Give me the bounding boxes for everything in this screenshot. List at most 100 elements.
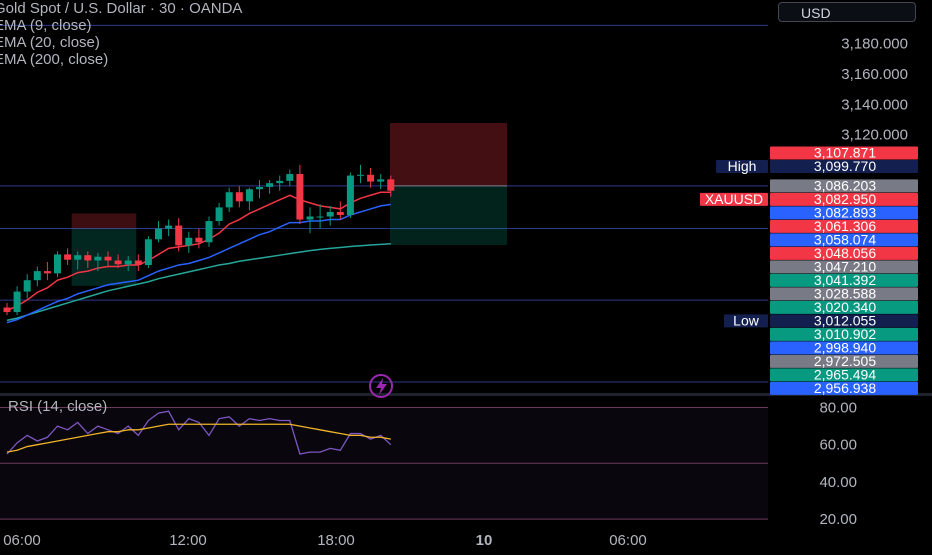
indicator-ema200[interactable]: EMA (200, close) xyxy=(0,51,109,68)
rsi-ma-line[interactable] xyxy=(6,423,391,453)
price-label[interactable]: 3,107.871 xyxy=(770,144,918,160)
candle[interactable] xyxy=(64,248,72,266)
price-label-bg xyxy=(770,314,918,328)
ema20-line[interactable] xyxy=(6,203,391,324)
price-label[interactable]: 3,012.055 Low xyxy=(724,312,918,328)
candle[interactable] xyxy=(276,175,284,191)
price-label-bg xyxy=(770,327,918,341)
candle[interactable] xyxy=(205,216,213,247)
candle[interactable] xyxy=(357,164,364,184)
rsi-line[interactable] xyxy=(6,410,392,455)
price-label-bg xyxy=(770,146,918,160)
candle[interactable] xyxy=(134,254,142,272)
price-label[interactable]: 3,061.306 xyxy=(770,218,918,234)
candle[interactable] xyxy=(144,236,152,269)
price-label-text: 3,047.210 xyxy=(814,258,876,274)
candle[interactable] xyxy=(235,186,243,208)
price-label-text: 3,082.893 xyxy=(814,204,876,220)
candle[interactable] xyxy=(195,228,203,249)
price-label[interactable]: 3,020.340 xyxy=(770,299,918,315)
price-label[interactable]: 3,082.893 xyxy=(770,204,918,220)
price-label-bg xyxy=(770,354,918,368)
price-label-bg xyxy=(770,159,918,173)
price-label[interactable]: 2,965.494 xyxy=(770,366,918,382)
candle-body xyxy=(357,174,364,176)
candle-body xyxy=(195,237,203,243)
pane-separator xyxy=(0,393,932,396)
candle-body xyxy=(144,239,152,266)
candle[interactable] xyxy=(3,302,11,316)
lightning-icon[interactable] xyxy=(369,374,393,398)
candle-body xyxy=(276,180,284,184)
reward-zone[interactable] xyxy=(71,228,137,286)
candle[interactable] xyxy=(13,286,21,316)
price-label-bg xyxy=(770,192,918,206)
price-label-text: 2,972.505 xyxy=(814,353,876,369)
candle[interactable] xyxy=(336,201,344,220)
candle-body xyxy=(377,179,385,182)
price-label[interactable]: 3,099.770 High xyxy=(716,158,918,174)
candle[interactable] xyxy=(84,251,92,269)
candle[interactable] xyxy=(306,207,314,234)
candle[interactable] xyxy=(346,172,354,219)
candle[interactable] xyxy=(286,169,294,187)
candle[interactable] xyxy=(23,274,31,299)
price-label-bg xyxy=(770,233,918,247)
candle[interactable] xyxy=(185,231,193,253)
price-label[interactable]: 3,047.210 xyxy=(770,258,918,274)
price-tick-label: 3,180.000 xyxy=(841,36,908,53)
indicator-ema20[interactable]: EMA (20, close) xyxy=(0,34,100,51)
candle[interactable] xyxy=(33,266,41,287)
stop-loss-zone[interactable] xyxy=(390,122,507,186)
price-label[interactable]: 3,041.392 xyxy=(770,272,918,288)
candle[interactable] xyxy=(175,218,183,252)
take-profit-zone[interactable] xyxy=(390,185,507,246)
candle[interactable] xyxy=(74,251,82,270)
candle[interactable] xyxy=(266,180,274,194)
price-label[interactable]: 3,086.203 xyxy=(770,177,918,193)
risk-zone[interactable] xyxy=(71,213,137,229)
price-label[interactable]: 3,048.056 xyxy=(770,245,918,261)
candle[interactable] xyxy=(326,205,334,226)
price-label-bg xyxy=(770,287,918,301)
candle[interactable] xyxy=(387,175,395,197)
candle[interactable] xyxy=(377,174,385,190)
candle[interactable] xyxy=(367,167,375,188)
candle-body xyxy=(124,260,132,265)
candle[interactable] xyxy=(155,221,162,243)
candle-body xyxy=(205,221,213,243)
price-tag-bg xyxy=(716,159,768,173)
rsi-legend[interactable]: RSI (14, close) xyxy=(8,398,108,415)
candle[interactable] xyxy=(124,255,132,272)
ema200-line[interactable] xyxy=(6,243,391,322)
candle[interactable] xyxy=(114,254,122,269)
candle[interactable] xyxy=(54,251,61,278)
price-label[interactable]: 3,010.902 xyxy=(770,326,918,342)
price-tick-label: 3,140.000 xyxy=(841,96,908,113)
symbol-title[interactable]: Gold Spot / U.S. Dollar · 30 · OANDA xyxy=(0,0,243,17)
price-label[interactable]: 3,082.950 XAUUSD xyxy=(700,191,918,207)
price-label[interactable]: 3,058.074 xyxy=(770,231,918,247)
candle[interactable] xyxy=(94,252,102,272)
candle[interactable] xyxy=(316,204,324,229)
price-label[interactable]: 3,028.588 xyxy=(770,285,918,301)
candle[interactable] xyxy=(43,262,51,281)
indicator-ema9[interactable]: EMA (9, close) xyxy=(0,17,92,34)
candle[interactable] xyxy=(104,251,112,267)
price-tag-text: High xyxy=(728,158,757,174)
candle[interactable] xyxy=(165,219,173,237)
price-label[interactable]: 2,972.505 xyxy=(770,353,918,369)
candle-body xyxy=(316,216,324,218)
candle[interactable] xyxy=(215,202,223,226)
candle[interactable] xyxy=(296,164,304,225)
currency-button[interactable]: USD xyxy=(778,2,916,22)
price-label-text: 3,041.392 xyxy=(814,272,876,288)
candle[interactable] xyxy=(245,187,253,211)
price-label[interactable]: 2,998.940 xyxy=(770,339,918,355)
candle[interactable] xyxy=(225,187,233,212)
price-label[interactable]: 2,956.938 xyxy=(770,380,918,396)
candle[interactable] xyxy=(256,180,263,199)
ema9-line[interactable] xyxy=(6,191,391,312)
